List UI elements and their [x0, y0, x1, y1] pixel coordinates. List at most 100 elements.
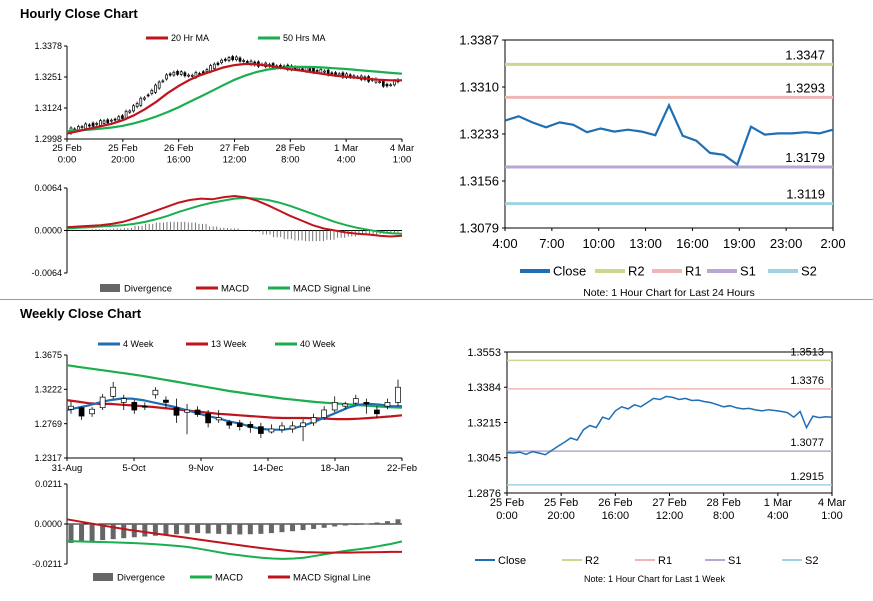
hourly-candle-body	[385, 83, 389, 87]
weekly-macd-legend-label: MACD	[215, 572, 243, 583]
hourly-24h-y-tick-label: 1.3310	[459, 80, 499, 95]
hourly-24h-x-tick-label: 13:00	[629, 236, 662, 251]
weekly-1w-x-tick-label: 20:00	[547, 510, 575, 522]
weekly-candle-body	[226, 421, 233, 426]
hourly-signal-line	[66, 196, 403, 235]
weekly-candle-x-tick-label: 5-Oct	[122, 463, 146, 474]
hourly-candle-body	[121, 115, 124, 119]
hourly-macd-chart: 0.0064 0.0000 -0.0064 Divergence MACD MACD Si…	[31, 183, 403, 294]
hourly-candle-body	[242, 60, 246, 62]
hourly-candle-x-tick-label: 4 Mar	[390, 143, 414, 154]
weekly-1w-y-tick-label: 1.3384	[467, 382, 501, 394]
weekly-candle-body	[141, 405, 148, 408]
hourly-candle-body	[315, 70, 319, 72]
hourly-candle-body	[139, 97, 143, 106]
weekly-divergence-bar	[374, 522, 380, 524]
hourly-candle-body	[161, 80, 165, 83]
weekly-macd-y-tick-label: 0.0000	[34, 519, 62, 529]
hourly-24h-close-legend-label: Close	[553, 264, 586, 279]
hourly-candle-body	[99, 120, 102, 126]
weekly-candle-body	[236, 422, 243, 428]
hourly-candle-body	[168, 73, 172, 76]
hourly-24h-y-tick-label: 1.3079	[459, 221, 499, 236]
weekly-1w-x-tick-label: 1:00	[821, 510, 842, 522]
hourly-candle-body	[157, 81, 161, 89]
hourly-candle-body	[88, 124, 91, 127]
hourly-candle-body	[179, 71, 183, 75]
weekly-divergence-legend-swatch	[93, 573, 113, 581]
weekly-candle-body	[279, 425, 285, 431]
hourly-candle-body	[150, 90, 154, 94]
weekly-divergence-bar	[152, 524, 158, 536]
hourly-divergence-legend-swatch	[100, 284, 120, 292]
wk40-legend-label: 40 Week	[300, 339, 336, 349]
hourly-candle-y-tick-label: 1.3124	[34, 103, 62, 113]
hourly-macd-line	[66, 194, 403, 238]
hourly-candle-body	[84, 123, 88, 129]
weekly-signal-legend-label: MACD Signal Line	[293, 572, 371, 583]
weekly-candle-body	[110, 386, 117, 397]
hourly-candle-x-tick-label: 25 Feb	[52, 143, 82, 154]
hourly-candle-body	[223, 58, 227, 61]
hourly-24h-level-label-s2: 1.3119	[786, 187, 825, 202]
weekly-1w-x-tick-label: 25 Feb	[544, 497, 578, 509]
ma20-legend-label: 20 Hr MA	[171, 33, 209, 43]
weekly-1w-y-tick-label: 1.3045	[467, 453, 501, 465]
hourly-candle-body	[190, 74, 194, 77]
hourly-candle-x-tick-label: 8:00	[281, 155, 300, 166]
weekly-divergence-bar	[268, 524, 274, 534]
weekly-1w-x-tick-label: 27 Feb	[652, 497, 686, 509]
hourly-24h-r1-legend-label: R1	[685, 264, 702, 279]
hourly-24h-s2-legend-label: S2	[801, 264, 817, 279]
weekly-divergence-bar	[395, 519, 401, 524]
weekly-candle-x-tick-label: 31-Aug	[52, 463, 83, 474]
weekly-divergence-bar	[89, 524, 95, 542]
hourly-24h-x-tick-label: 2:00	[820, 236, 845, 251]
weekly-divergence-bar	[300, 524, 306, 531]
wk40-line	[66, 364, 403, 409]
hourly-candle-body	[234, 56, 238, 61]
hourly-candle-body	[143, 97, 146, 100]
weekly-1w-y-tick-label: 1.3215	[467, 417, 501, 429]
weekly-candle-body	[310, 417, 317, 424]
weekly-1w-close-line	[506, 395, 833, 456]
wk4-legend-label: 4 Week	[123, 339, 154, 349]
weekly-divergence-bar	[226, 524, 232, 535]
hourly-candle-body	[381, 80, 385, 87]
hourly-candle-body	[205, 69, 209, 72]
weekly-divergence-bar	[332, 524, 338, 527]
weekly-divergence-bar	[290, 524, 296, 532]
weekly-candle-body	[247, 424, 254, 428]
weekly-candle-body	[395, 386, 401, 403]
weekly-candle-x-tick-label: 18-Jan	[320, 463, 349, 474]
hourly-candle-body	[132, 105, 135, 112]
hourly-24h-y-tick-label: 1.3156	[459, 174, 499, 189]
hourly-macd-y-tick-label: 0.0064	[34, 183, 62, 193]
weekly-divergence-bar	[353, 524, 359, 525]
hourly-24h-close-line	[504, 102, 834, 167]
hourly-candle-body	[110, 119, 113, 122]
hourly-candle-x-tick-label: 0:00	[58, 155, 77, 166]
weekly-1w-r2-legend-label: R2	[585, 555, 599, 567]
hourly-candle-body	[212, 63, 216, 69]
weekly-macd-line	[66, 540, 403, 560]
hourly-candle-x-tick-label: 28 Feb	[276, 143, 306, 154]
ma20-line	[66, 62, 402, 135]
hourly-candle-body	[106, 119, 110, 124]
hourly-candle-body	[91, 122, 95, 127]
weekly-divergence-bar	[247, 524, 253, 535]
hourly-24h-level-label-r2: 1.3347	[785, 47, 825, 62]
hourly-candle-body	[330, 72, 334, 75]
wk13-line	[66, 399, 403, 421]
hourly-candle-x-tick-label: 4:00	[337, 155, 356, 166]
weekly-1w-x-tick-label: 0:00	[496, 510, 517, 522]
wk13-legend-label: 13 Week	[211, 339, 247, 349]
weekly-divergence-bar	[258, 524, 264, 534]
weekly-candle-body	[215, 417, 222, 421]
weekly-candle-body	[321, 409, 328, 418]
hourly-section-title: Hourly Close Chart	[20, 6, 138, 21]
hourly-candle-y-tick-label: 1.3251	[34, 72, 62, 82]
hourly-candle-body	[378, 81, 381, 84]
